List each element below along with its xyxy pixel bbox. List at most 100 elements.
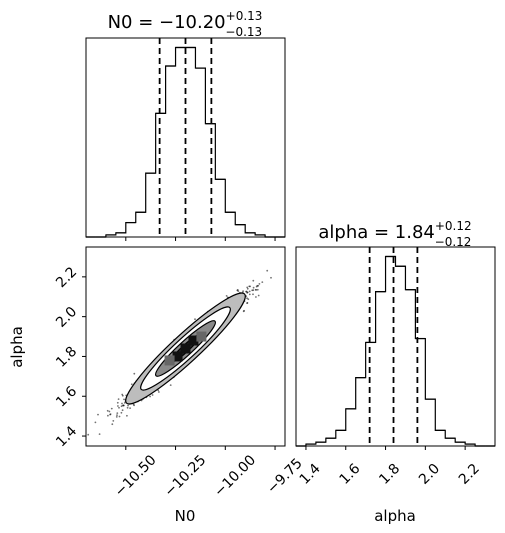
scatter-point <box>255 289 258 291</box>
scatter-point <box>258 283 261 285</box>
scatter-point <box>257 284 260 287</box>
scatter-point <box>255 296 257 298</box>
alpha-y-axis-label: alpha <box>8 326 26 368</box>
scatter-point <box>118 415 121 418</box>
scatter-point <box>121 394 124 397</box>
x-tick-label: 2.0 <box>416 461 443 488</box>
scatter-point <box>129 407 132 409</box>
x-tick-label: 1.6 <box>336 461 363 488</box>
n0-title-sup: +0.13 <box>226 9 263 23</box>
scatter-point <box>246 286 249 289</box>
scatter-point <box>127 404 129 407</box>
scatter-point <box>248 293 251 296</box>
scatter-point <box>94 421 97 424</box>
scatter-point <box>107 414 109 417</box>
x-tick-label: −10.25 <box>161 452 209 500</box>
scatter-point <box>243 309 246 312</box>
scatter-point <box>252 293 254 296</box>
scatter-point <box>261 281 264 283</box>
n0-title-main: N0 = −10.20 <box>108 12 226 33</box>
alpha-histogram-ticks: 1.4 1.6 1.8 2.0 2.2 <box>297 446 483 488</box>
scatter-point <box>123 402 126 404</box>
scatter-point <box>120 411 123 414</box>
alpha-title-main: alpha = 1.84 <box>318 222 435 243</box>
alpha-title-sup: +0.12 <box>435 219 472 233</box>
scatter-point <box>158 391 160 393</box>
scatter-point <box>246 302 249 304</box>
scatter-point <box>121 409 124 412</box>
n0-title: N0 = −10.20+0.13 −0.13 <box>108 9 263 39</box>
scatter-point <box>97 413 99 416</box>
density-cell <box>172 351 183 362</box>
y-tick-label: 2.0 <box>53 304 80 331</box>
scatter-point <box>248 285 251 288</box>
histogram-outline <box>296 255 495 447</box>
y-tick-label: 1.4 <box>53 423 80 450</box>
scatter-point <box>236 289 239 292</box>
scatter-point <box>116 412 119 414</box>
scatter-point <box>117 398 120 400</box>
scatter-point <box>247 298 250 301</box>
n0-x-axis-label: N0 <box>175 507 196 525</box>
scatter-point <box>132 403 135 406</box>
scatter-point <box>98 433 101 435</box>
x-tick-label: 1.8 <box>376 461 403 488</box>
scatter-point <box>246 297 248 300</box>
scatter-point <box>121 402 123 405</box>
scatter-point <box>133 372 136 375</box>
scatter-point <box>248 290 251 293</box>
alpha-x-axis-label: alpha <box>374 507 416 525</box>
scatter-point <box>194 318 196 321</box>
scatter-point <box>112 420 115 422</box>
scatter-point <box>255 285 258 288</box>
panel-n0-histogram: N0 = −10.20+0.13 −0.13 <box>85 9 286 241</box>
density-cell <box>164 355 175 366</box>
y-tick-label: 1.8 <box>53 344 80 371</box>
x-tick-label: −10.00 <box>211 452 259 500</box>
scatter-point <box>108 410 111 413</box>
scatter-point <box>252 279 255 282</box>
density-ticks: −10.50 −10.25 −10.00 −9.751.41.61.82.02.2 <box>53 264 306 500</box>
n0-histogram-frame <box>85 37 286 238</box>
alpha-title-sub: −0.12 <box>435 235 472 249</box>
x-tick-label: 2.2 <box>456 461 483 488</box>
density-contours <box>125 292 246 405</box>
scatter-point <box>270 276 272 279</box>
scatter-point <box>225 295 228 297</box>
scatter-point <box>122 404 124 407</box>
panel-alpha-histogram: 1.4 1.6 1.8 2.0 2.2 alpha = 1.84+0.12 −0.12 a… <box>295 219 496 525</box>
alpha-title: alpha = 1.84+0.12 −0.12 <box>318 219 471 249</box>
scatter-point <box>117 405 119 407</box>
scatter-point <box>116 414 118 416</box>
density-cell <box>188 335 199 346</box>
scatter-point <box>246 287 249 290</box>
scatter-point <box>126 406 129 409</box>
density-frame <box>85 246 286 447</box>
scatter-point <box>106 409 109 412</box>
scatter-point <box>266 269 269 272</box>
scatter-point <box>256 288 259 291</box>
panel-2d-density: −10.50 −10.25 −10.00 −9.751.41.61.82.02.2 N… <box>8 246 306 525</box>
density-cell <box>180 343 191 354</box>
scatter-point <box>115 416 118 418</box>
scatter-point <box>149 395 152 398</box>
n0-title-sub: −0.13 <box>225 25 262 39</box>
scatter-point <box>130 383 133 386</box>
scatter-point <box>87 433 90 436</box>
scatter-point <box>157 389 160 392</box>
n0-histogram-ticks <box>125 237 276 241</box>
n0-histogram-marks <box>86 38 285 238</box>
scatter-point <box>111 423 114 426</box>
scatter-point <box>242 290 245 292</box>
scatter-point <box>169 384 172 386</box>
scatter-point <box>252 286 255 289</box>
scatter-point <box>123 398 125 401</box>
x-tick-label: −10.50 <box>112 452 160 500</box>
y-tick-label: 2.2 <box>53 264 80 291</box>
scatter-point <box>109 413 111 416</box>
histogram-outline <box>86 46 285 238</box>
scatter-point <box>110 407 113 410</box>
scatter-point <box>246 291 249 294</box>
scatter-point <box>126 414 128 417</box>
